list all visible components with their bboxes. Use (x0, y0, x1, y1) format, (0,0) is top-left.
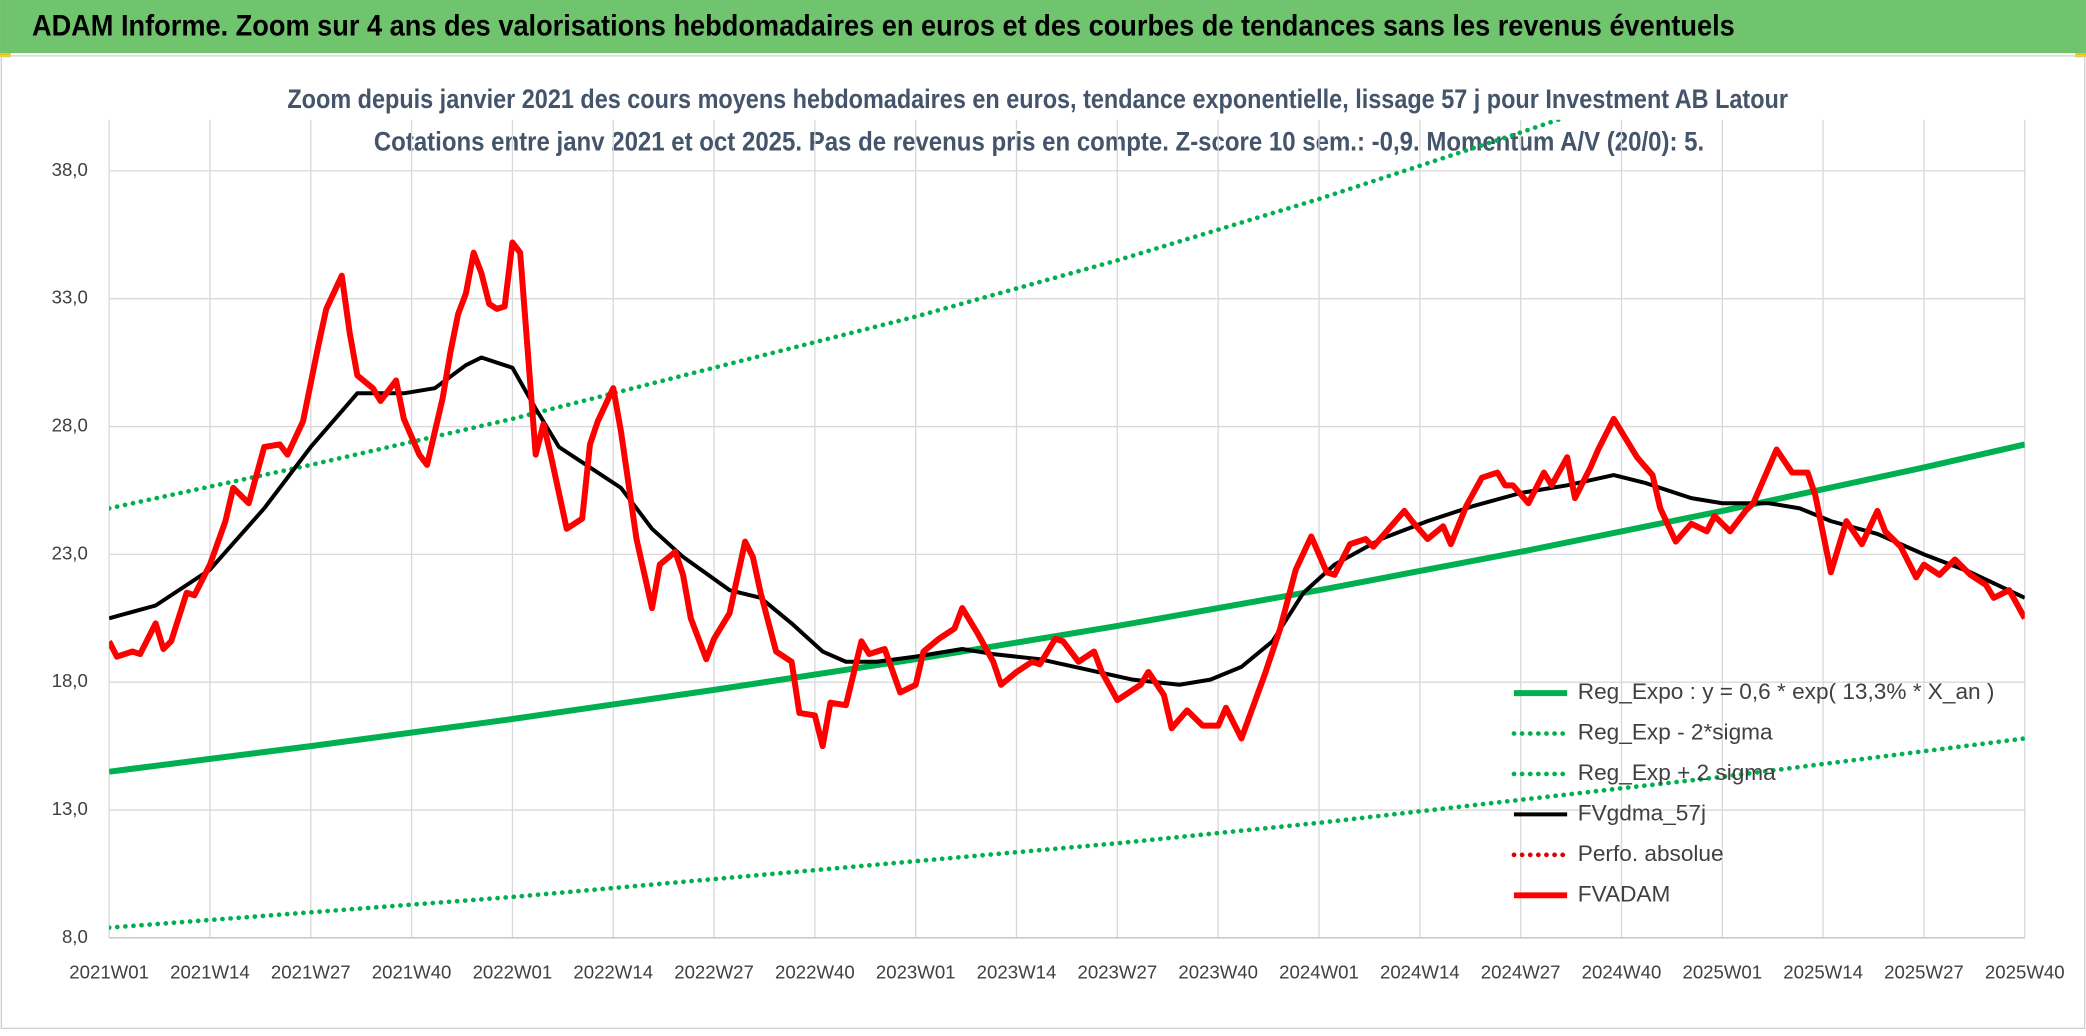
chart-subtitle: Cotations entre janv 2021 et oct 2025. P… (374, 127, 1704, 157)
x-tick-label: 2023W27 (1078, 962, 1158, 983)
legend-label: FVADAM (1578, 881, 1671, 906)
banner (0, 0, 2086, 54)
plot-area (109, 119, 2025, 930)
x-tick-label: 2024W40 (1582, 962, 1662, 983)
x-tick-label: 2021W40 (372, 962, 452, 983)
y-tick-label: 28,0 (52, 414, 88, 435)
x-tick-label: 2021W01 (69, 962, 149, 983)
legend-label: Reg_Exp + 2 sigma (1578, 760, 1776, 785)
x-tick-label: 2021W14 (170, 962, 250, 983)
y-tick-label: 38,0 (52, 159, 88, 180)
y-tick-label: 13,0 (52, 798, 88, 819)
x-tick-label: 2025W14 (1783, 962, 1863, 983)
y-tick-label: 18,0 (52, 670, 88, 691)
series-line (109, 239, 2025, 750)
legend-label: Reg_Exp - 2*sigma (1578, 720, 1773, 745)
x-tick-label: 2022W27 (674, 962, 754, 983)
y-tick-label: 23,0 (52, 542, 88, 563)
chart-title: Zoom depuis janvier 2021 des cours moyen… (287, 84, 1788, 114)
x-tick-label: 2021W27 (271, 962, 351, 983)
x-tick-label: 2022W14 (573, 962, 653, 983)
series-line (109, 441, 2025, 775)
x-tick-label: 2024W14 (1380, 962, 1460, 983)
x-tick-label: 2023W14 (977, 962, 1057, 983)
series-line (109, 736, 2025, 930)
x-tick-label: 2025W27 (1884, 962, 1964, 983)
x-tick-label: 2024W27 (1481, 962, 1561, 983)
legend-label: FVgdma_57j (1578, 800, 1706, 825)
legend: Reg_Expo : y = 0,6 * exp( 13,3% * X_an )… (1511, 679, 1995, 906)
x-tick-label: 2024W01 (1279, 962, 1359, 983)
series-line (109, 355, 2025, 687)
x-tick-label: 2025W01 (1682, 962, 1762, 983)
series-line (109, 119, 1566, 511)
legend-label: Perfo. absolue (1578, 841, 1724, 866)
x-tick-label: 2022W40 (775, 962, 855, 983)
x-tick-label: 2022W01 (473, 962, 553, 983)
grid: 8,0 13,0 18,0 23,0 28,0 33,0 38,0 2021W01 2021W1… (52, 119, 2065, 983)
y-tick-label: 8,0 (62, 926, 88, 947)
x-tick-label: 2023W01 (876, 962, 956, 983)
legend-label: Reg_Expo : y = 0,6 * exp( 13,3% * X_an ) (1578, 679, 1995, 704)
y-tick-label: 33,0 (52, 287, 88, 308)
x-tick-label: 2023W40 (1178, 962, 1258, 983)
chart-border (0, 55, 2086, 1030)
x-tick-label: 2025W40 (1985, 962, 2065, 983)
banner-title: ADAM Informe. Zoom sur 4 ans des valoris… (32, 11, 1735, 43)
